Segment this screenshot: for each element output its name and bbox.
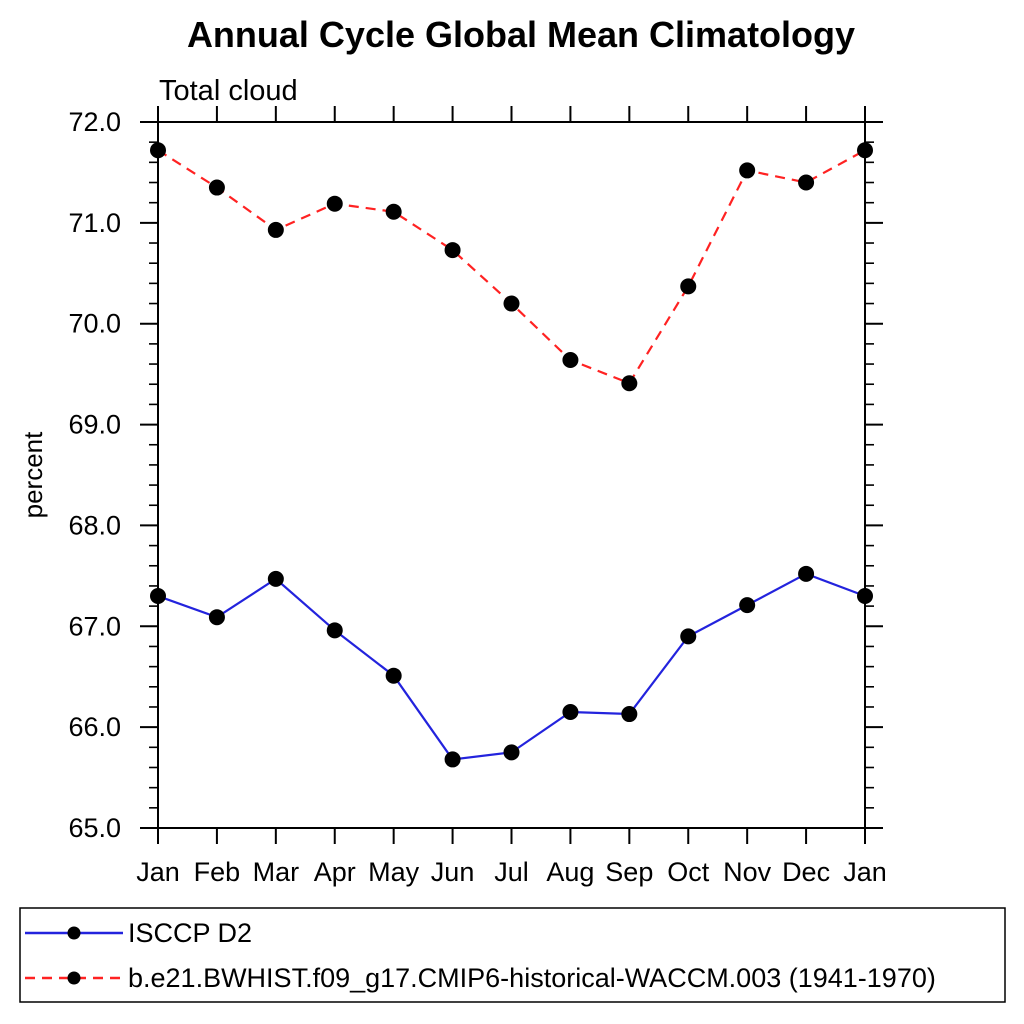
series-point-0: [798, 565, 815, 582]
series-point-0: [267, 570, 284, 587]
legend: ISCCP D2 b.e21.BWHIST.f09_g17.CMIP6-hist…: [19, 907, 1006, 1003]
series-point-0: [444, 751, 461, 768]
series-point-0: [621, 706, 638, 723]
x-tick-label: Jul: [494, 857, 529, 887]
y-axis-label: percent: [18, 431, 48, 518]
x-tick-label: Jun: [431, 857, 475, 887]
series-point-0: [562, 704, 579, 721]
legend-box: [19, 907, 1006, 1003]
series-point-0: [150, 588, 166, 605]
series-point-1: [798, 174, 815, 191]
series-point-0: [739, 597, 756, 614]
x-tick-label: Apr: [314, 857, 356, 887]
legend-label-model: b.e21.BWHIST.f09_g17.CMIP6-historical-WA…: [128, 963, 936, 993]
y-tick-label: 66.0: [68, 712, 121, 742]
data-series: [150, 142, 873, 768]
series-point-1: [857, 142, 873, 159]
series-line-0: [157, 572, 866, 761]
y-tick-label: 72.0: [68, 107, 121, 137]
chart-subtitle: Total cloud: [159, 75, 298, 107]
y-tick-label: 70.0: [68, 309, 121, 339]
plot-frame: [157, 121, 866, 829]
legend-label-isccp: ISCCP D2: [128, 918, 252, 948]
x-tick-label: Sep: [605, 857, 653, 887]
series-point-1: [739, 162, 756, 179]
y-tick-label: 71.0: [68, 208, 121, 238]
series-point-1: [150, 142, 166, 159]
x-tick-label: Dec: [782, 857, 830, 887]
series-point-1: [680, 278, 697, 295]
y-tick-label: 68.0: [68, 510, 121, 540]
y-tick-label: 65.0: [68, 813, 121, 843]
legend-marker-isccp: [67, 926, 81, 940]
y-tick-label: 67.0: [68, 611, 121, 641]
series-line-1: [157, 149, 866, 385]
series-point-1: [503, 295, 520, 312]
series-point-1: [208, 179, 225, 196]
series-point-0: [208, 609, 225, 626]
x-tick-label: May: [368, 857, 420, 887]
x-tick-label: Mar: [253, 857, 300, 887]
series-point-0: [857, 588, 873, 605]
series-point-0: [680, 628, 697, 645]
series-point-1: [385, 203, 402, 220]
x-tick-label: Oct: [667, 857, 710, 887]
x-tick-label: Nov: [723, 857, 772, 887]
chart-title: Annual Cycle Global Mean Climatology: [187, 14, 855, 55]
series-point-1: [326, 195, 343, 212]
y-tick-label: 69.0: [68, 410, 121, 440]
x-tick-label: Jan: [843, 857, 887, 887]
x-tick-label: Jan: [136, 857, 180, 887]
series-point-1: [267, 221, 284, 238]
legend-marker-model: [67, 971, 81, 985]
series-point-1: [444, 242, 461, 259]
series-point-1: [562, 352, 579, 369]
series-point-1: [621, 375, 638, 392]
series-point-0: [503, 744, 520, 761]
series-point-0: [385, 667, 402, 684]
x-tick-label: Aug: [546, 857, 594, 887]
plot-axes: Jan Feb Mar Apr May Jun Jul Aug Sep Oct Nov Dec Jan 6…: [68, 106, 887, 887]
series-point-0: [326, 622, 343, 639]
x-tick-label: Feb: [194, 857, 241, 887]
